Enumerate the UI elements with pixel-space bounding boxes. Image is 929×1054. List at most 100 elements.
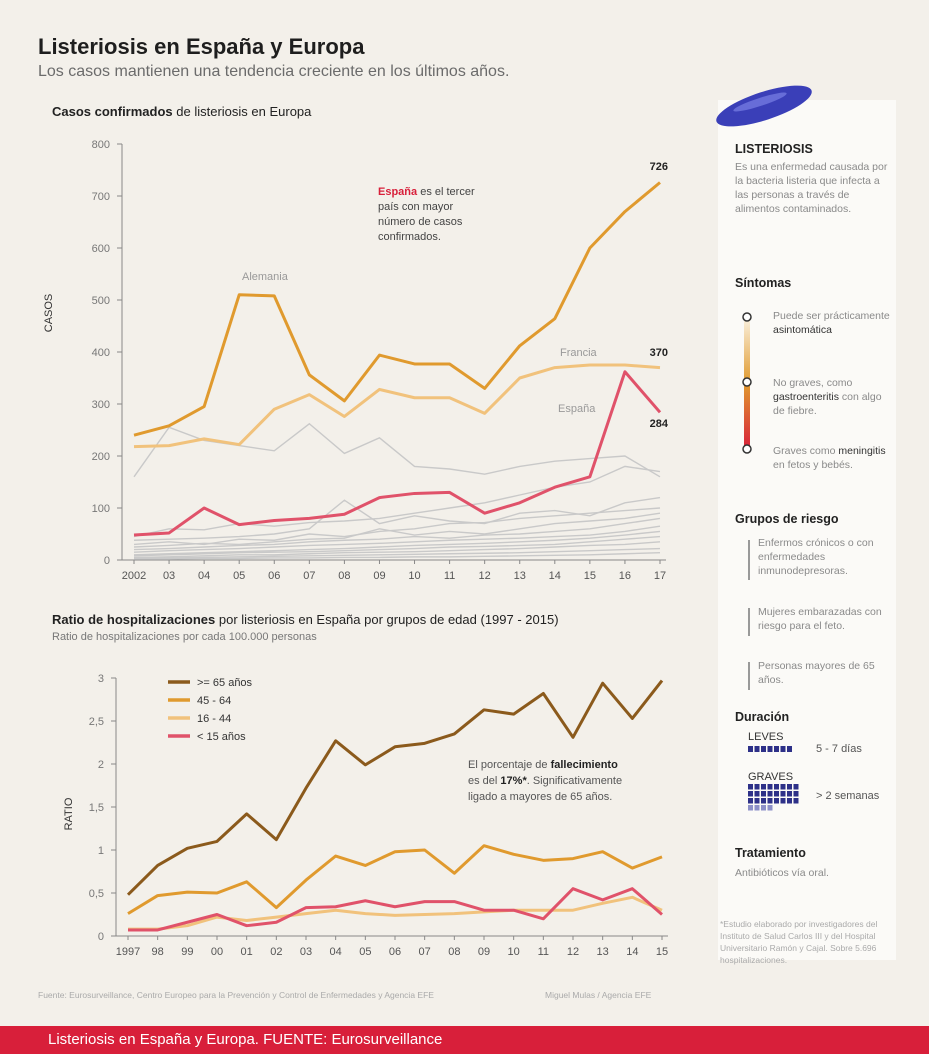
- duration-block: [761, 805, 766, 811]
- graves-value: > 2 semanas: [816, 790, 880, 802]
- chart1-highlight-series: [133, 181, 662, 537]
- hospitalization-line-chart: 0 0,5 1 1,5 2 2,5 3 1997 98 99 00 01 02 03 04 05 06 07 08 0…: [63, 673, 668, 958]
- chart1-background-series-line: [133, 530, 661, 556]
- duration-block: [748, 798, 753, 804]
- study-footnote: *Estudio elaborado por investigadores de…: [720, 919, 878, 965]
- duration-block: [793, 798, 799, 804]
- duration-block: [761, 791, 766, 797]
- grupo-embarazadas: Mujeres embarazadas con riesgo para el f…: [758, 606, 882, 632]
- chart2-x-tick-label: 07: [419, 946, 431, 958]
- mortality-annotation-percent: 17%*: [500, 775, 527, 787]
- chart2-x-tick-label: 11: [538, 946, 549, 958]
- mortality-annotation-line3: ligado a mayores de 65 años.: [468, 791, 612, 803]
- severity-marker-severe: [742, 444, 752, 454]
- espana-annotation-line3: número de casos: [378, 216, 463, 228]
- chart2-series-line: [126, 679, 664, 896]
- duracion-title: Duración: [735, 710, 790, 724]
- duration-block: [767, 784, 773, 790]
- chart1-y-tick-label: 300: [92, 399, 110, 411]
- chart1-background-series-line: [133, 512, 661, 548]
- page-title: Listeriosis en España y Europa: [38, 34, 365, 59]
- chart1-background-series-line: [133, 517, 661, 551]
- caption-text: Listeriosis en España y Europa. FUENTE: …: [48, 1031, 443, 1048]
- page-subtitle: Los casos mantienen una tendencia crecie…: [38, 63, 510, 80]
- chart1-x-tick-label: 12: [479, 570, 491, 582]
- chart2-heading: Ratio de hospitalizaciones por listerios…: [52, 612, 559, 627]
- chart2-x-tick-label: 1997: [116, 946, 140, 958]
- duration-block: [748, 746, 753, 752]
- duration-block: [748, 805, 753, 811]
- duration-block: [761, 784, 766, 790]
- chart2-y-tick-label: 0,5: [89, 888, 104, 900]
- chart1-x-tick-label: 06: [268, 570, 280, 582]
- chart2-heading-bold: Ratio de hospitalizaciones: [52, 612, 216, 627]
- chart2-series-line: [128, 887, 663, 932]
- duration-block: [787, 746, 792, 752]
- chart2-x-tick-label: 08: [448, 946, 460, 958]
- chart2-x-tick-label: 04: [330, 946, 342, 958]
- sintoma-grave-key: meningitis: [838, 445, 886, 457]
- duration-block: [787, 791, 792, 797]
- cases-line-chart: 0 100 200 300 400 500 600 700 800 2002 03 04 05 06 07 0…: [43, 139, 669, 582]
- sintoma-no-grave-text: No graves, como: [773, 377, 853, 389]
- chart2-x-tick-label: 98: [152, 946, 164, 958]
- duration-block: [767, 746, 773, 752]
- chart1-background-series-line: [134, 552, 661, 560]
- grupo-mayores: Personas mayores de 65 años.: [758, 660, 875, 686]
- grupo2-bar: [748, 608, 750, 636]
- chart1-series-line: [133, 370, 662, 537]
- end-value-francia: 370: [650, 347, 668, 359]
- series-label-alemania: Alemania: [242, 271, 289, 283]
- caption-bar: Listeriosis en España y Europa. FUENTE: …: [0, 1026, 929, 1054]
- duration-block: [780, 784, 786, 790]
- chart1-other-countries: [133, 422, 661, 560]
- duration-block: [761, 746, 766, 752]
- duration-block: [793, 784, 799, 790]
- chart1-axes: 0 100 200 300 400 500 600 700 800 2002 03 04 05 06 07 0…: [92, 139, 666, 582]
- listeriosis-title: LISTERIOSIS: [735, 142, 813, 156]
- chart1-series-line: [133, 363, 661, 449]
- chart2-y-tick-label: 1: [98, 845, 104, 857]
- chart2-x-tick-label: 03: [300, 946, 312, 958]
- chart2-axes: 0 0,5 1 1,5 2 2,5 3 1997 98 99 00 01 02 03 04 05 06 07 08 0…: [89, 673, 668, 958]
- chart1-x-tick-label: 15: [584, 570, 596, 582]
- chart1-x-tick-label: 11: [444, 570, 455, 582]
- mortality-annotation: El porcentaje de fallecimiento es del 17…: [468, 759, 622, 803]
- chart1-x-tick-label: 09: [373, 570, 385, 582]
- chart1-background-series-line: [133, 507, 661, 546]
- grupos-title: Grupos de riesgo: [735, 512, 839, 526]
- chart2-x-tick-label: 06: [389, 946, 401, 958]
- chart1-x-tick-label: 10: [408, 570, 420, 582]
- espana-annotation: España es el tercer país con mayor númer…: [378, 186, 475, 243]
- mortality-annotation-text3: . Significativamente: [527, 775, 622, 787]
- chart2-y-tick-label: 2: [98, 759, 104, 771]
- espana-annotation-bold: España: [378, 186, 418, 198]
- sintoma-grave-rest: en fetos y bebés.: [773, 459, 853, 471]
- chart1-background-series-line: [133, 547, 661, 560]
- chart1-x-tick-label: 16: [619, 570, 631, 582]
- chart1-background-series-line: [133, 525, 661, 553]
- graves-label: GRAVES: [748, 771, 794, 783]
- chart2-x-tick-label: 01: [241, 946, 253, 958]
- chart2-x-tick-label: 99: [181, 946, 193, 958]
- duration-block: [793, 791, 799, 797]
- duration-block: [780, 798, 786, 804]
- grupo1-bar: [748, 540, 750, 580]
- chart1-heading-rest: de listeriosis en Europa: [172, 104, 312, 119]
- chart1-x-tick-label: 2002: [122, 570, 146, 582]
- chart2-legend: >= 65 años 45 - 64 16 - 44 < 15 años: [168, 677, 253, 743]
- duration-block: [780, 791, 786, 797]
- chart2-series-line: [128, 895, 663, 931]
- sintoma-grave: Graves como meningitis en fetos y bebés.: [773, 444, 893, 472]
- sidebar-info-panel: LISTERIOSIS Es una enfermedad causada po…: [716, 85, 896, 960]
- duration-block: [761, 798, 766, 804]
- duration-block: [774, 784, 779, 790]
- leves-duration-blocks: [748, 746, 792, 752]
- espana-annotation-rest: es el tercer: [417, 186, 475, 198]
- chart1-background-series-line: [133, 496, 661, 541]
- chart1-background-series-line: [133, 465, 661, 538]
- chart1-x-tick-label: 14: [549, 570, 561, 582]
- chart1-y-tick-label: 400: [92, 347, 110, 359]
- sintoma-leve-key: asintomática: [773, 324, 832, 336]
